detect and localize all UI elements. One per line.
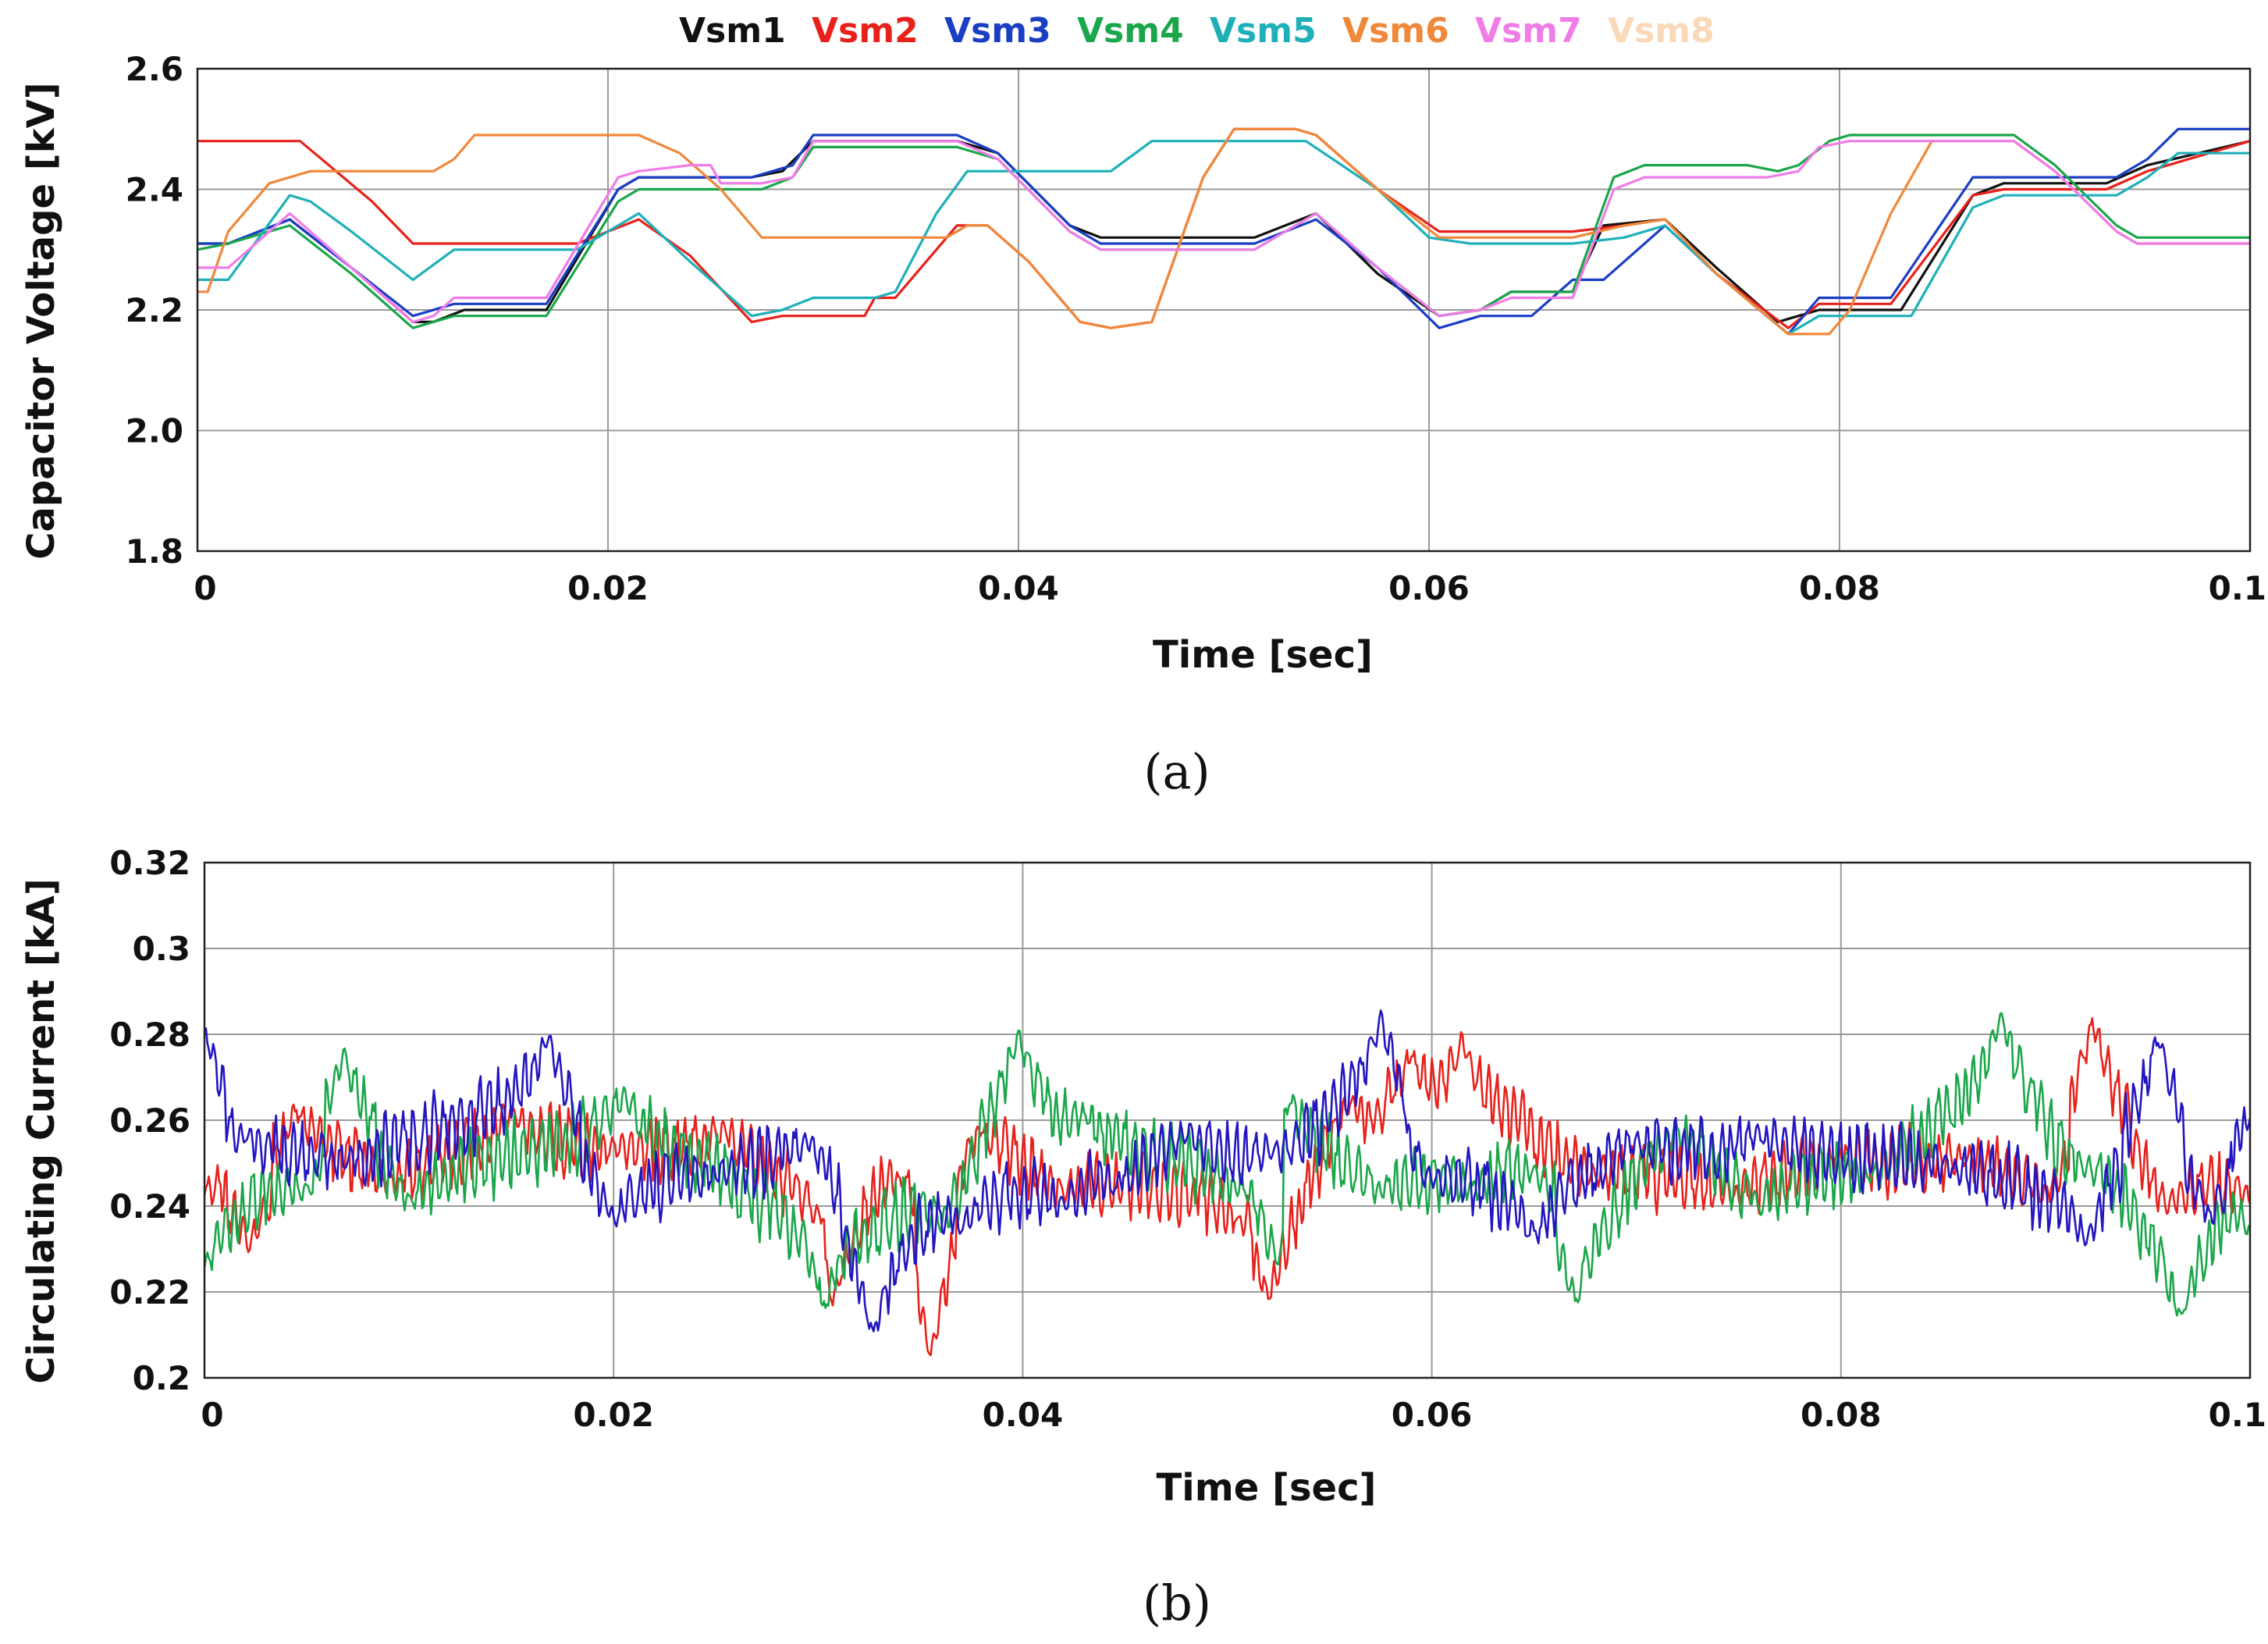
chart-b-y-tick-label: 0.2 — [133, 1359, 190, 1397]
chart-b-x-tick-label: 0.06 — [1392, 1396, 1473, 1434]
series-line-vsm7 — [197, 140, 2250, 323]
chart-b-y-tick-labels: 0.2 0.22 0.24 0.26 0.28 0.3 0.32 — [109, 844, 190, 1397]
chart-b-y-tick-label: 0.3 — [133, 930, 190, 968]
legend-entry-vsm3: Vsm3 — [944, 11, 1051, 51]
series-line-phase-b — [203, 1012, 2252, 1317]
chart-b-x-axis-label: Time [sec] — [1157, 1466, 1377, 1510]
chart-b-x-tick-label: 0 — [201, 1396, 223, 1434]
chart-a-series-group — [197, 127, 2251, 336]
chart-a-x-tick-label: 0.04 — [978, 569, 1059, 607]
chart-a-plot-frame — [196, 67, 2252, 553]
chart-b-y-tick-label: 0.28 — [109, 1016, 190, 1054]
chart-b-series-group — [203, 1009, 2252, 1357]
series-line-vsm5 — [197, 140, 2250, 336]
panel-a-capacitor-voltage-chart: Vsm1 Vsm2 Vsm3 Vsm4 Vsm5 Vsm6 Vsm7 Vsm8 1.8 2.0 2… — [20, 11, 2266, 800]
chart-b-y-tick-label: 0.32 — [109, 844, 190, 882]
panel-b-circulating-current-chart: 0.2 0.22 0.24 0.26 0.28 0.3 0.32 0 0.02 0.04 0.06… — [20, 844, 2266, 1632]
chart-b-x-tick-label: 0.02 — [573, 1396, 654, 1434]
legend-entry-vsm6: Vsm6 — [1342, 11, 1449, 51]
chart-a-x-tick-label: 0.08 — [1799, 569, 1880, 607]
series-line-vsm3 — [197, 127, 2250, 336]
chart-a-x-axis-label: Time [sec] — [1153, 633, 1373, 677]
legend-entry-vsm2: Vsm2 — [812, 11, 919, 51]
chart-b-y-axis-label: Circulating Current [kA] — [20, 878, 63, 1384]
legend-entry-vsm5: Vsm5 — [1210, 11, 1317, 51]
series-line-vsm6 — [197, 127, 2250, 336]
chart-a-y-tick-label: 1.8 — [126, 532, 183, 571]
legend-entry-vsm7: Vsm7 — [1475, 11, 1582, 51]
chart-b-caption: (b) — [1143, 1575, 1211, 1632]
chart-b-y-tick-label: 0.22 — [109, 1273, 190, 1311]
chart-a-x-tick-labels: 0 0.02 0.04 0.06 0.08 0.1 — [194, 569, 2266, 607]
chart-a-x-tick-label: 0.06 — [1388, 569, 1470, 607]
chart-b-plot-frame — [203, 861, 2252, 1379]
chart-b-x-tick-label: 0.08 — [1801, 1396, 1882, 1434]
chart-a-y-tick-label: 2.2 — [126, 291, 183, 329]
chart-b-grid — [204, 863, 2250, 1378]
legend-entry-vsm1: Vsm1 — [679, 11, 786, 51]
series-line-vsm1 — [197, 140, 2251, 323]
chart-a-x-tick-label: 0.1 — [2209, 569, 2266, 607]
series-line-vsm4 — [197, 133, 2250, 329]
chart-a-x-tick-label: 0 — [194, 569, 216, 607]
chart-a-y-tick-label: 2.0 — [126, 412, 183, 450]
chart-a-y-axis-label: Capacitor Voltage [kV] — [20, 82, 63, 559]
chart-a-legend: Vsm1 Vsm2 Vsm3 Vsm4 Vsm5 Vsm6 Vsm7 Vsm8 — [679, 11, 1715, 51]
chart-a-y-tick-label: 2.4 — [126, 171, 183, 209]
series-line-phase-c — [204, 1009, 2252, 1333]
chart-b-x-tick-label: 0.04 — [983, 1396, 1064, 1434]
chart-b-y-tick-label: 0.24 — [109, 1187, 190, 1226]
chart-a-caption: (a) — [1143, 743, 1210, 800]
chart-b-x-tick-label: 0.1 — [2209, 1396, 2266, 1434]
chart-a-x-tick-label: 0.02 — [567, 569, 649, 607]
legend-entry-vsm4: Vsm4 — [1077, 11, 1184, 51]
legend-entry-vsm8: Vsm8 — [1608, 11, 1715, 51]
chart-a-y-tick-labels: 1.8 2.0 2.2 2.4 2.6 — [126, 50, 183, 571]
chart-b-y-tick-label: 0.26 — [109, 1101, 190, 1140]
chart-a-y-tick-label: 2.6 — [126, 50, 183, 88]
chart-b-x-tick-labels: 0 0.02 0.04 0.06 0.08 0.1 — [201, 1396, 2266, 1434]
